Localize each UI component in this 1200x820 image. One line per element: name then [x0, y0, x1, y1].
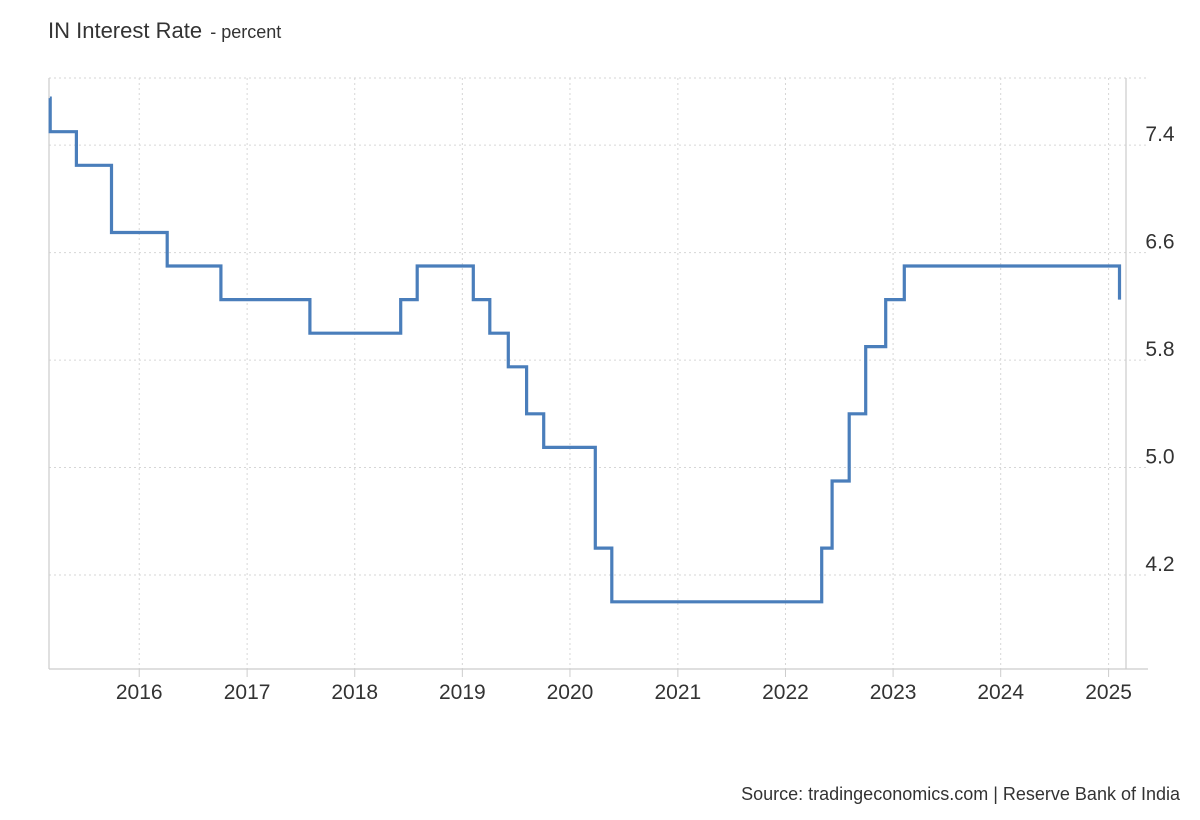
rate-series-line [48, 96, 1122, 604]
y-axis-ticks: 4.2 5.0 5.8 6.6 7.4 [1145, 123, 1175, 576]
chart-unit: - percent [210, 22, 282, 42]
x-tick-label: 2018 [331, 681, 378, 704]
x-tick-label: 2024 [977, 681, 1024, 704]
y-tick-label: 5.0 [1145, 446, 1174, 469]
y-tick-label: 4.2 [1145, 553, 1174, 576]
chart-axes [48, 78, 1148, 677]
x-tick-label: 2020 [547, 681, 594, 704]
y-tick-label: 7.4 [1145, 123, 1175, 146]
grid-lines [49, 77, 1148, 669]
x-tick-label: 2021 [655, 681, 702, 704]
x-tick-label: 2025 [1085, 681, 1132, 704]
x-tick-label: 2022 [762, 681, 809, 704]
y-tick-label: 5.8 [1145, 338, 1174, 361]
x-tick-label: 2023 [870, 681, 917, 704]
chart-title: IN Interest Rate - percent [48, 18, 281, 44]
x-axis-ticks: 2016 2017 2018 2019 2020 2021 2022 2023 2024 2025 [116, 681, 1132, 704]
source-note: Source: tradingeconomics.com | Reserve B… [741, 784, 1180, 804]
x-tick-label: 2017 [224, 681, 271, 704]
x-tick-label: 2016 [116, 681, 163, 704]
y-tick-label: 6.6 [1145, 231, 1174, 254]
chart-title-text: IN Interest Rate [48, 18, 203, 43]
x-tick-label: 2019 [439, 681, 486, 704]
